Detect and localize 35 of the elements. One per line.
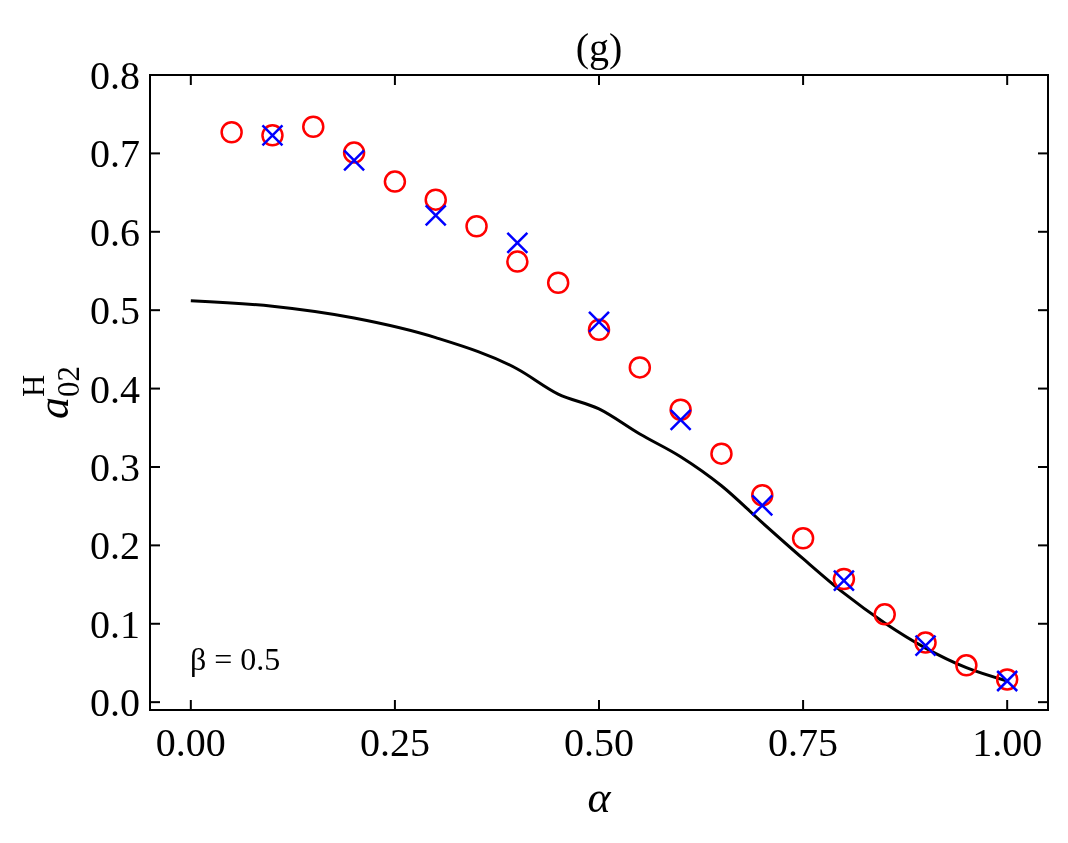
y-tick-label: 0.1 xyxy=(90,601,140,647)
y-tick-label: 0.3 xyxy=(90,444,140,490)
x-axis-title: α xyxy=(587,773,612,822)
point xyxy=(751,494,774,517)
point xyxy=(955,654,978,677)
point xyxy=(465,215,488,238)
point xyxy=(873,603,896,626)
x-tick-label: 0.00 xyxy=(155,720,226,765)
point xyxy=(628,356,652,379)
y-tick-label: 0.6 xyxy=(90,209,140,255)
point xyxy=(669,408,692,432)
y-tick-label: 0.4 xyxy=(90,366,140,412)
y-tick-label: 0.7 xyxy=(90,131,140,177)
annotation: β = 0.5 xyxy=(190,641,281,677)
point xyxy=(383,170,407,193)
y-tick-label: 0.2 xyxy=(90,523,140,569)
point xyxy=(302,115,325,138)
y-tick-label: 0.5 xyxy=(90,288,140,334)
point xyxy=(424,188,447,211)
point xyxy=(424,204,447,227)
point xyxy=(710,442,733,465)
point xyxy=(546,271,570,294)
x-tick-label: 1.00 xyxy=(972,720,1043,765)
x-tick-label: 0.75 xyxy=(768,720,839,765)
point xyxy=(220,120,243,144)
point xyxy=(587,310,611,334)
point xyxy=(506,250,529,273)
x-tick-label: 0.50 xyxy=(564,720,634,765)
y-tick-label: 0.8 xyxy=(90,53,140,98)
y-tick-label: 0.0 xyxy=(90,680,140,726)
chart-title: (g) xyxy=(575,25,623,70)
point xyxy=(342,149,366,172)
point xyxy=(506,231,529,255)
point xyxy=(791,527,815,550)
x-tick-label: 0.25 xyxy=(359,720,430,765)
